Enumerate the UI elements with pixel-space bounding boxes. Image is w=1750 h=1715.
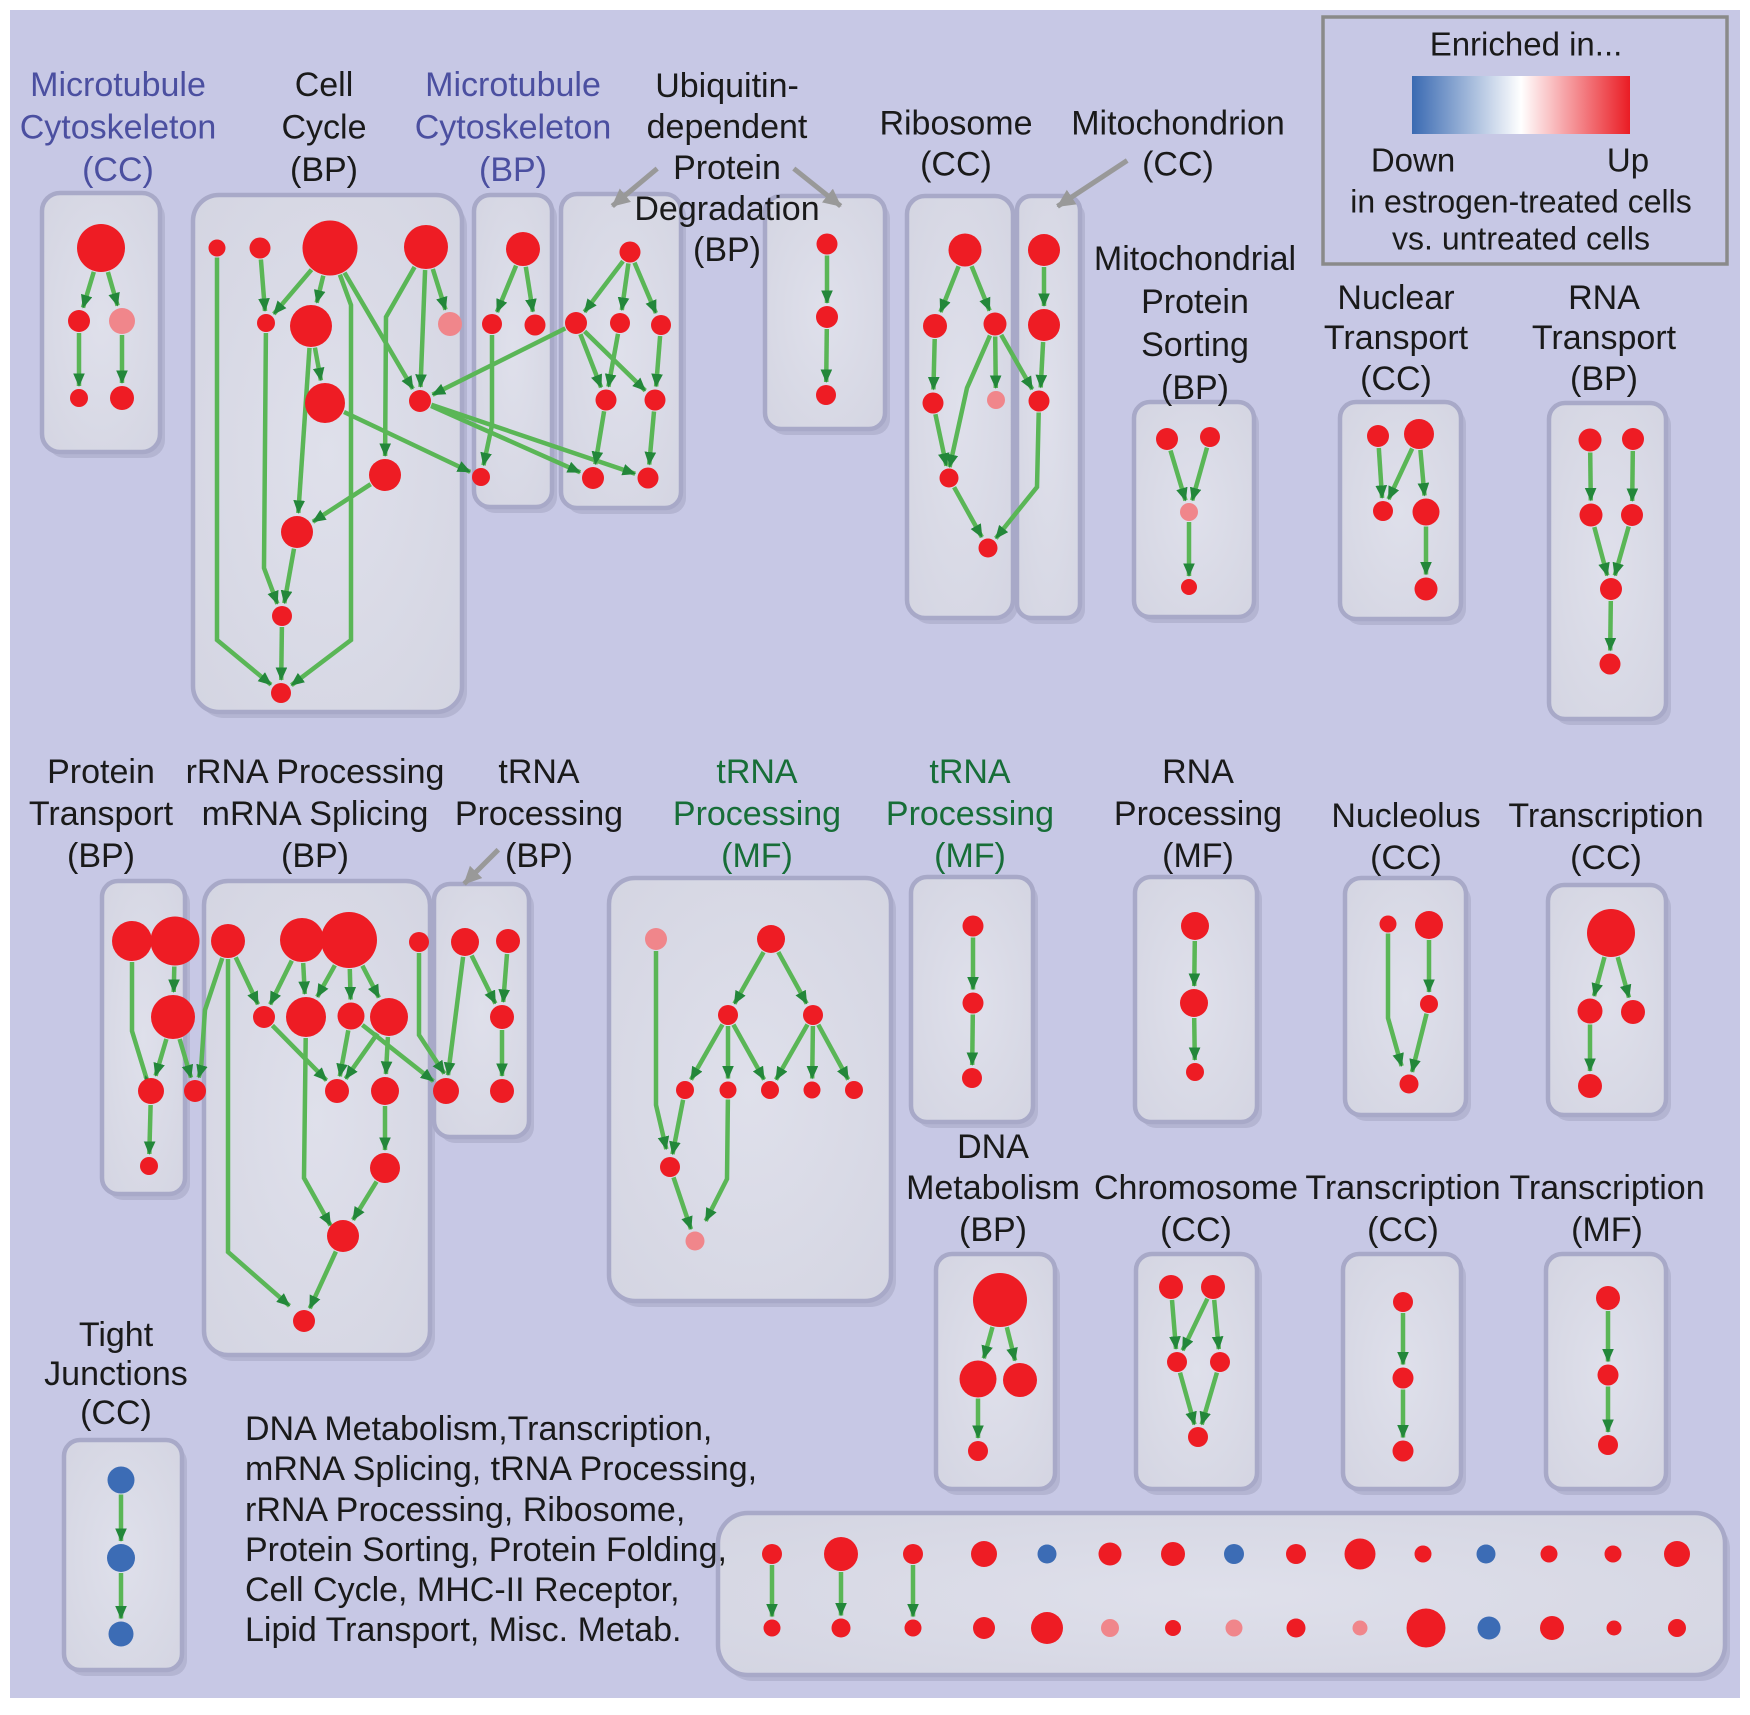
svg-text:mRNA Splicing: mRNA Splicing — [202, 795, 429, 833]
svg-text:dependent: dependent — [647, 108, 808, 146]
svg-text:Degradation: Degradation — [634, 190, 819, 228]
svg-text:Cycle: Cycle — [281, 108, 366, 146]
svg-text:(BP): (BP) — [290, 151, 358, 189]
svg-text:Transport: Transport — [1532, 319, 1677, 357]
svg-text:Microtubule: Microtubule — [425, 66, 601, 104]
svg-text:(BP): (BP) — [1161, 369, 1229, 407]
svg-text:Chromosome: Chromosome — [1094, 1169, 1298, 1207]
svg-text:in estrogen-treated cells: in estrogen-treated cells — [1350, 183, 1692, 219]
svg-text:Cytoskeleton: Cytoskeleton — [415, 108, 612, 146]
svg-text:(MF): (MF) — [721, 837, 793, 875]
svg-text:DNA Metabolism,Transcription,: DNA Metabolism,Transcription, — [245, 1410, 712, 1448]
svg-text:(MF): (MF) — [1571, 1211, 1643, 1249]
svg-text:(CC): (CC) — [1160, 1211, 1232, 1249]
svg-text:RNA: RNA — [1568, 279, 1640, 317]
svg-text:(BP): (BP) — [67, 837, 135, 875]
svg-text:Down: Down — [1371, 142, 1455, 179]
svg-text:Nucleolus: Nucleolus — [1331, 797, 1480, 835]
svg-text:Cytoskeleton: Cytoskeleton — [20, 108, 217, 146]
svg-text:Nuclear: Nuclear — [1337, 279, 1454, 317]
svg-text:Ribosome: Ribosome — [879, 104, 1032, 142]
svg-text:Processing: Processing — [886, 795, 1054, 833]
svg-text:(CC): (CC) — [82, 151, 154, 189]
svg-text:vs. untreated cells: vs. untreated cells — [1392, 220, 1650, 256]
svg-text:(CC): (CC) — [1570, 839, 1642, 877]
svg-text:Transport: Transport — [29, 795, 174, 833]
svg-text:(BP): (BP) — [505, 837, 573, 875]
svg-text:tRNA: tRNA — [929, 753, 1011, 791]
svg-text:RNA: RNA — [1162, 753, 1234, 791]
svg-text:(CC): (CC) — [1360, 360, 1432, 398]
svg-text:Transcription: Transcription — [1305, 1169, 1500, 1207]
svg-text:Cell: Cell — [295, 66, 354, 104]
svg-text:Protein Sorting, Protein Foldi: Protein Sorting, Protein Folding, — [245, 1531, 727, 1569]
svg-text:(BP): (BP) — [1570, 360, 1638, 398]
svg-text:(MF): (MF) — [1162, 837, 1234, 875]
svg-text:Metabolism: Metabolism — [906, 1169, 1080, 1207]
svg-text:tRNA: tRNA — [498, 753, 580, 791]
svg-text:Sorting: Sorting — [1141, 326, 1249, 364]
svg-text:rRNA Processing, Ribosome,: rRNA Processing, Ribosome, — [245, 1491, 685, 1529]
svg-text:(MF): (MF) — [934, 837, 1006, 875]
svg-text:Processing: Processing — [455, 795, 623, 833]
svg-text:(CC): (CC) — [80, 1394, 152, 1432]
svg-text:Protein: Protein — [1141, 283, 1249, 321]
svg-text:(BP): (BP) — [479, 151, 547, 189]
svg-text:Cell Cycle, MHC-II Receptor,: Cell Cycle, MHC-II Receptor, — [245, 1571, 680, 1609]
svg-text:mRNA Splicing, tRNA Processing: mRNA Splicing, tRNA Processing, — [245, 1450, 757, 1488]
svg-text:Processing: Processing — [1114, 795, 1282, 833]
svg-text:(CC): (CC) — [1142, 145, 1214, 183]
svg-text:Transcription: Transcription — [1509, 1169, 1704, 1207]
svg-text:Enriched in...: Enriched in... — [1430, 26, 1623, 63]
svg-text:Microtubule: Microtubule — [30, 66, 206, 104]
svg-text:Transcription: Transcription — [1508, 797, 1703, 835]
svg-text:Up: Up — [1607, 142, 1649, 179]
svg-text:Tight: Tight — [79, 1316, 154, 1354]
svg-text:Protein: Protein — [47, 753, 155, 791]
svg-text:Mitochondrion: Mitochondrion — [1071, 104, 1285, 142]
svg-text:(CC): (CC) — [1370, 839, 1442, 877]
svg-text:DNA: DNA — [957, 1128, 1029, 1166]
svg-text:(BP): (BP) — [959, 1211, 1027, 1249]
svg-text:Lipid Transport, Misc. Metab.: Lipid Transport, Misc. Metab. — [245, 1611, 682, 1649]
svg-text:(CC): (CC) — [920, 145, 992, 183]
svg-text:(BP): (BP) — [281, 837, 349, 875]
svg-text:Protein: Protein — [673, 149, 781, 187]
svg-text:rRNA Processing: rRNA Processing — [186, 753, 445, 791]
svg-text:Transport: Transport — [1324, 319, 1469, 357]
svg-text:Ubiquitin-: Ubiquitin- — [655, 67, 799, 105]
svg-text:Mitochondrial: Mitochondrial — [1094, 240, 1296, 278]
svg-text:(BP): (BP) — [693, 231, 761, 269]
svg-text:tRNA: tRNA — [716, 753, 798, 791]
svg-text:(CC): (CC) — [1367, 1211, 1439, 1249]
svg-text:Processing: Processing — [673, 795, 841, 833]
svg-text:Junctions: Junctions — [44, 1355, 188, 1393]
